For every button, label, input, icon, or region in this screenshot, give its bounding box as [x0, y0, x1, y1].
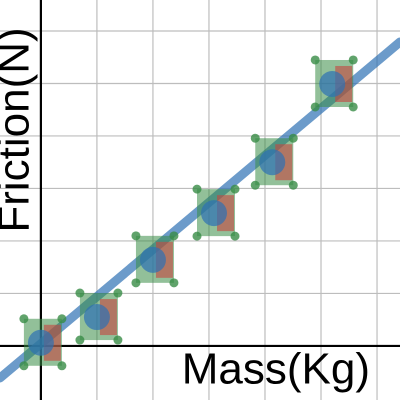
data-point — [131, 231, 179, 288]
point-corner — [19, 361, 29, 371]
point-corner — [348, 55, 358, 65]
point-dot — [139, 246, 166, 273]
data-point — [310, 55, 358, 112]
point-corner — [131, 278, 141, 288]
point-corner — [310, 102, 320, 112]
point-corner — [113, 288, 123, 298]
data-point — [192, 184, 240, 241]
data-point — [75, 288, 123, 345]
point-dot — [27, 329, 54, 356]
point-corner — [250, 133, 260, 143]
point-corner — [288, 180, 298, 190]
point-corner — [288, 133, 298, 143]
data-point — [250, 133, 298, 190]
point-corner — [19, 314, 29, 324]
point-corner — [192, 184, 202, 194]
point-dot — [201, 200, 228, 227]
point-corner — [348, 102, 358, 112]
point-corner — [113, 335, 123, 345]
point-corner — [131, 231, 141, 241]
point-dot — [259, 149, 286, 176]
point-dot — [319, 70, 346, 97]
x-axis-label: Mass(Kg) — [182, 345, 370, 394]
point-corner — [192, 231, 202, 241]
point-corner — [250, 180, 260, 190]
point-corner — [169, 278, 179, 288]
point-corner — [75, 335, 85, 345]
point-corner — [230, 231, 240, 241]
point-corner — [230, 184, 240, 194]
point-corner — [75, 288, 85, 298]
point-corner — [169, 231, 179, 241]
data-point — [19, 314, 67, 371]
point-dot — [83, 304, 110, 331]
y-axis-label: Friction(N) — [0, 27, 39, 232]
point-corner — [57, 314, 67, 324]
point-corner — [57, 361, 67, 371]
point-corner — [310, 55, 320, 65]
